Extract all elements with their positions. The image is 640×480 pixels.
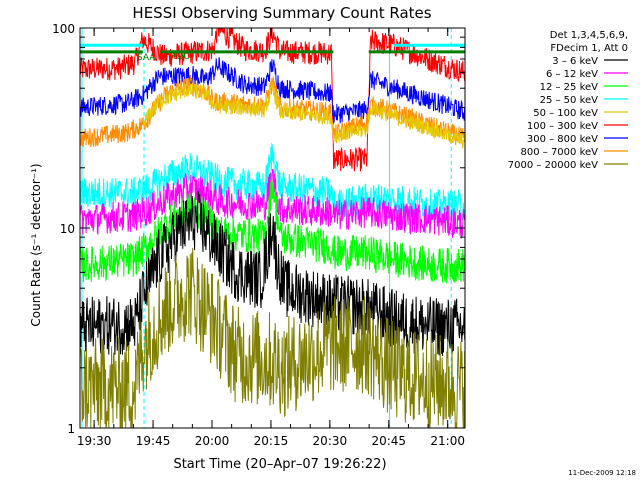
y-axis-label: Count Rate (s⁻¹ detector⁻¹) xyxy=(29,163,43,326)
x-tick-label: 20:15 xyxy=(254,434,289,448)
timestamp: 11-Dec-2009 12:18 xyxy=(568,469,636,477)
x-axis-label: Start Time (20–Apr–07 19:26:22) xyxy=(173,457,386,472)
series-line-50-100-keV xyxy=(142,80,465,149)
legend-label: 3 – 6 keV xyxy=(552,56,598,67)
legend-label: 25 – 50 keV xyxy=(540,95,599,106)
series-line-12-25-keV xyxy=(80,173,465,284)
chart-title: HESSI Observing Summary Count Rates xyxy=(132,4,431,22)
legend-label: 800 – 7000 keV xyxy=(521,147,599,158)
series-line-7000-20000-keV xyxy=(80,247,465,428)
legend-header: FDecim 1, Att 0 xyxy=(550,43,628,54)
series-line-100-300-keV xyxy=(80,28,465,172)
plot-area: RDO SAA xyxy=(80,28,465,428)
y-tick-label: 100 xyxy=(52,22,75,36)
legend-label: 100 – 300 keV xyxy=(527,121,598,132)
legend-label: 6 – 12 keV xyxy=(546,69,598,80)
x-tick-label: 21:00 xyxy=(430,434,465,448)
x-tick-label: 20:45 xyxy=(371,434,406,448)
legend-label: 50 – 100 keV xyxy=(533,108,598,119)
x-tick-label: 20:30 xyxy=(313,434,348,448)
legend-label: 7000 – 20000 keV xyxy=(508,160,598,171)
x-tick-label: 19:30 xyxy=(77,434,112,448)
legend-label: 12 – 25 keV xyxy=(540,82,599,93)
series-line-6-12-keV xyxy=(80,168,465,239)
x-tick-label: 20:00 xyxy=(195,434,230,448)
x-tick-label: 19:45 xyxy=(136,434,171,448)
series-line-3-6-keV xyxy=(80,190,465,356)
legend-header: Det 1,3,4,5,6,9, xyxy=(550,30,628,41)
legend: Det 1,3,4,5,6,9, FDecim 1, Att 0 3 – 6 keV… xyxy=(508,30,628,171)
y-tick-label: 1 xyxy=(67,422,75,436)
legend-label: 300 – 800 keV xyxy=(527,134,598,145)
annotation-rdo: RDO xyxy=(170,52,190,62)
series-line-300-800-keV xyxy=(80,57,465,125)
axes: 1 10 100 19:30 19:45 20:00 20:15 20:30 20:45 21:0… xyxy=(52,22,466,448)
y-tick-label: 10 xyxy=(60,222,75,236)
annotation-saa: SAA xyxy=(137,53,156,63)
